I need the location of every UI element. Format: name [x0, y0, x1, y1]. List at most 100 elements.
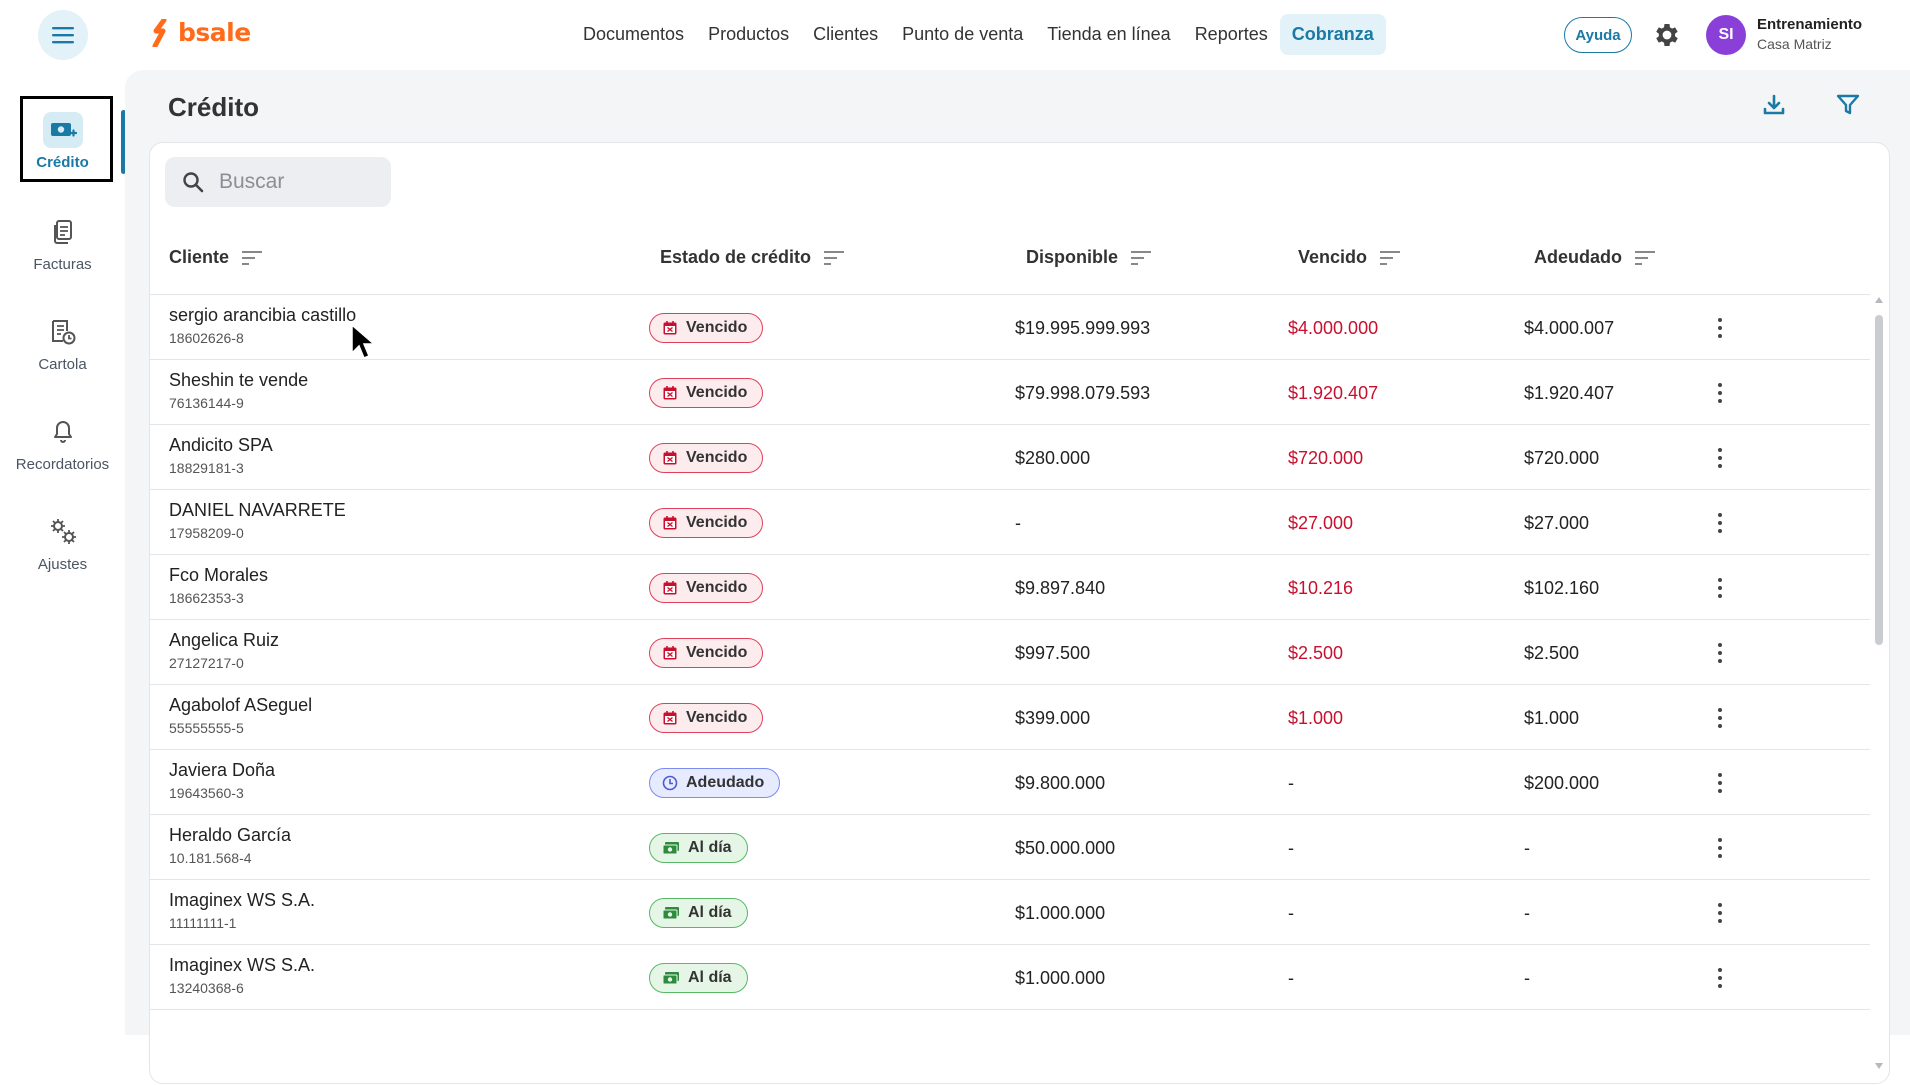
status-badge: Vencido	[649, 508, 764, 538]
owed-amount: $2.500	[1524, 643, 1580, 663]
nav-productos[interactable]: Productos	[708, 24, 790, 44]
client-cell[interactable]: Imaginex WS S.A. 13240368-6	[169, 955, 315, 996]
overdue-amount: $720.000	[1288, 448, 1364, 468]
client-name: Agabolof ASeguel	[169, 695, 313, 715]
status-badge: Vencido	[649, 443, 764, 473]
sidebar-item-label: Facturas	[33, 256, 92, 273]
brand-logo[interactable]: bsale	[152, 18, 251, 47]
status-label: Vencido	[686, 319, 748, 336]
gear-icon[interactable]	[1652, 20, 1682, 50]
scroll-down-arrow[interactable]	[1875, 1063, 1883, 1069]
client-cell[interactable]: Fco Morales 18662353-3	[169, 565, 268, 606]
table-row[interactable]: sergio arancibia castillo 18602626-8 Ven…	[150, 295, 1870, 360]
sort-icon	[1635, 250, 1655, 265]
row-actions-button[interactable]	[1705, 831, 1735, 865]
client-cell[interactable]: DANIEL NAVARRETE 17958209-0	[169, 500, 346, 541]
status-badge: Al día	[649, 898, 748, 928]
table-row[interactable]: Angelica Ruiz 27127217-0 Vencido $997.50…	[150, 620, 1870, 685]
scroll-thumb[interactable]	[1875, 315, 1883, 645]
sidebar: Crédito Facturas Cartola	[0, 70, 126, 1035]
table-row[interactable]: DANIEL NAVARRETE 17958209-0 Vencido - $2…	[150, 490, 1870, 555]
vertical-scrollbar[interactable]	[1873, 295, 1885, 1075]
client-rut: 18662353-3	[169, 590, 244, 606]
table-row[interactable]: Fco Morales 18662353-3 Vencido $9.897.84…	[150, 555, 1870, 620]
row-actions-button[interactable]	[1705, 961, 1735, 995]
kebab-dot	[1718, 976, 1722, 980]
scroll-up-arrow[interactable]	[1875, 297, 1883, 303]
nav-tienda-en-linea[interactable]: Tienda en línea	[1047, 24, 1171, 44]
overdue-amount: -	[1288, 838, 1294, 858]
row-actions-button[interactable]	[1705, 701, 1735, 735]
table-row[interactable]: Sheshin te vende 76136144-9 Vencido $79.…	[150, 360, 1870, 425]
table-row[interactable]: Javiera Doña 19643560-3 Adeudado $9.800.…	[150, 750, 1870, 815]
help-button[interactable]: Ayuda	[1564, 17, 1632, 53]
row-actions-button[interactable]	[1705, 636, 1735, 670]
calendar-x-icon	[662, 710, 678, 726]
client-cell[interactable]: sergio arancibia castillo 18602626-8	[169, 305, 356, 346]
client-cell[interactable]: Imaginex WS S.A. 11111111-1	[169, 890, 315, 931]
table-row[interactable]: Heraldo García 10.181.568-4 Al día $50.0…	[150, 815, 1870, 880]
overdue-amount: -	[1288, 903, 1294, 923]
column-header-disponible[interactable]: Disponible	[1026, 247, 1152, 268]
row-actions-button[interactable]	[1705, 441, 1735, 475]
search-box[interactable]	[165, 157, 391, 207]
sidebar-item-recordatorios[interactable]: Recordatorios	[0, 414, 125, 473]
nav-reportes[interactable]: Reportes	[1194, 24, 1268, 44]
client-cell[interactable]: Agabolof ASeguel 55555555-5	[169, 695, 312, 736]
calendar-x-icon	[662, 580, 678, 596]
nav-cobranza[interactable]: Cobranza	[1279, 14, 1386, 55]
overdue-amount: $10.216	[1288, 578, 1354, 598]
filter-icon[interactable]	[1835, 92, 1861, 118]
column-header-estado[interactable]: Estado de crédito	[660, 247, 845, 268]
column-header-adeudado[interactable]: Adeudado	[1534, 247, 1656, 268]
avatar[interactable]: SI	[1706, 15, 1746, 55]
search-input[interactable]	[219, 170, 369, 194]
available-amount: $1.000.000	[1015, 903, 1106, 923]
client-cell[interactable]: Javiera Doña 19643560-3	[169, 760, 275, 801]
kebab-dot	[1718, 318, 1722, 322]
row-actions-button[interactable]	[1705, 766, 1735, 800]
nav-punto-de-venta[interactable]: Punto de venta	[902, 24, 1024, 44]
sidebar-item-facturas[interactable]: Facturas	[0, 214, 125, 273]
table-row[interactable]: Imaginex WS S.A. 13240368-6 Al día $1.00…	[150, 945, 1870, 1010]
sidebar-item-cartola[interactable]: Cartola	[0, 314, 125, 373]
sidebar-item-ajustes[interactable]: Ajustes	[0, 514, 125, 573]
sort-icon	[824, 250, 845, 265]
kebab-dot	[1718, 521, 1722, 525]
account-info[interactable]: Entrenamiento Casa Matriz	[1757, 16, 1897, 52]
column-header-cliente[interactable]: Cliente	[169, 247, 263, 268]
client-rut: 17958209-0	[169, 525, 244, 541]
nav-documentos[interactable]: Documentos	[583, 24, 685, 44]
available-amount: $79.998.079.593	[1015, 383, 1151, 403]
table-row[interactable]: Imaginex WS S.A. 11111111-1 Al día $1.00…	[150, 880, 1870, 945]
download-icon[interactable]	[1761, 92, 1787, 118]
column-header-vencido[interactable]: Vencido	[1298, 247, 1401, 268]
kebab-dot	[1718, 643, 1722, 647]
owed-amount: $4.000.007	[1524, 318, 1615, 338]
status-label: Al día	[688, 904, 732, 921]
client-cell[interactable]: Sheshin te vende 76136144-9	[169, 370, 308, 411]
kebab-dot	[1718, 334, 1722, 338]
status-label: Al día	[688, 969, 732, 986]
overdue-amount: -	[1288, 773, 1294, 793]
client-cell[interactable]: Angelica Ruiz 27127217-0	[169, 630, 279, 671]
cash-icon	[662, 906, 680, 920]
active-indicator	[121, 110, 126, 174]
nav-clientes[interactable]: Clientes	[813, 24, 879, 44]
row-actions-button[interactable]	[1705, 896, 1735, 930]
owed-amount: $102.160	[1524, 578, 1600, 598]
row-actions-button[interactable]	[1705, 506, 1735, 540]
kebab-dot	[1718, 399, 1722, 403]
hamburger-menu-button[interactable]	[38, 10, 88, 60]
sidebar-item-credito[interactable]: Crédito	[0, 112, 125, 171]
main-nav: Documentos Productos Clientes Punto de v…	[571, 14, 1386, 55]
status-label: Vencido	[686, 644, 748, 661]
status-badge: Vencido	[649, 378, 764, 408]
table-row[interactable]: Andicito SPA 18829181-3 Vencido $280.000…	[150, 425, 1870, 490]
client-cell[interactable]: Heraldo García 10.181.568-4	[169, 825, 291, 866]
row-actions-button[interactable]	[1705, 311, 1735, 345]
table-row[interactable]: Agabolof ASeguel 55555555-5 Vencido $399…	[150, 685, 1870, 750]
row-actions-button[interactable]	[1705, 571, 1735, 605]
client-cell[interactable]: Andicito SPA 18829181-3	[169, 435, 273, 476]
row-actions-button[interactable]	[1705, 376, 1735, 410]
